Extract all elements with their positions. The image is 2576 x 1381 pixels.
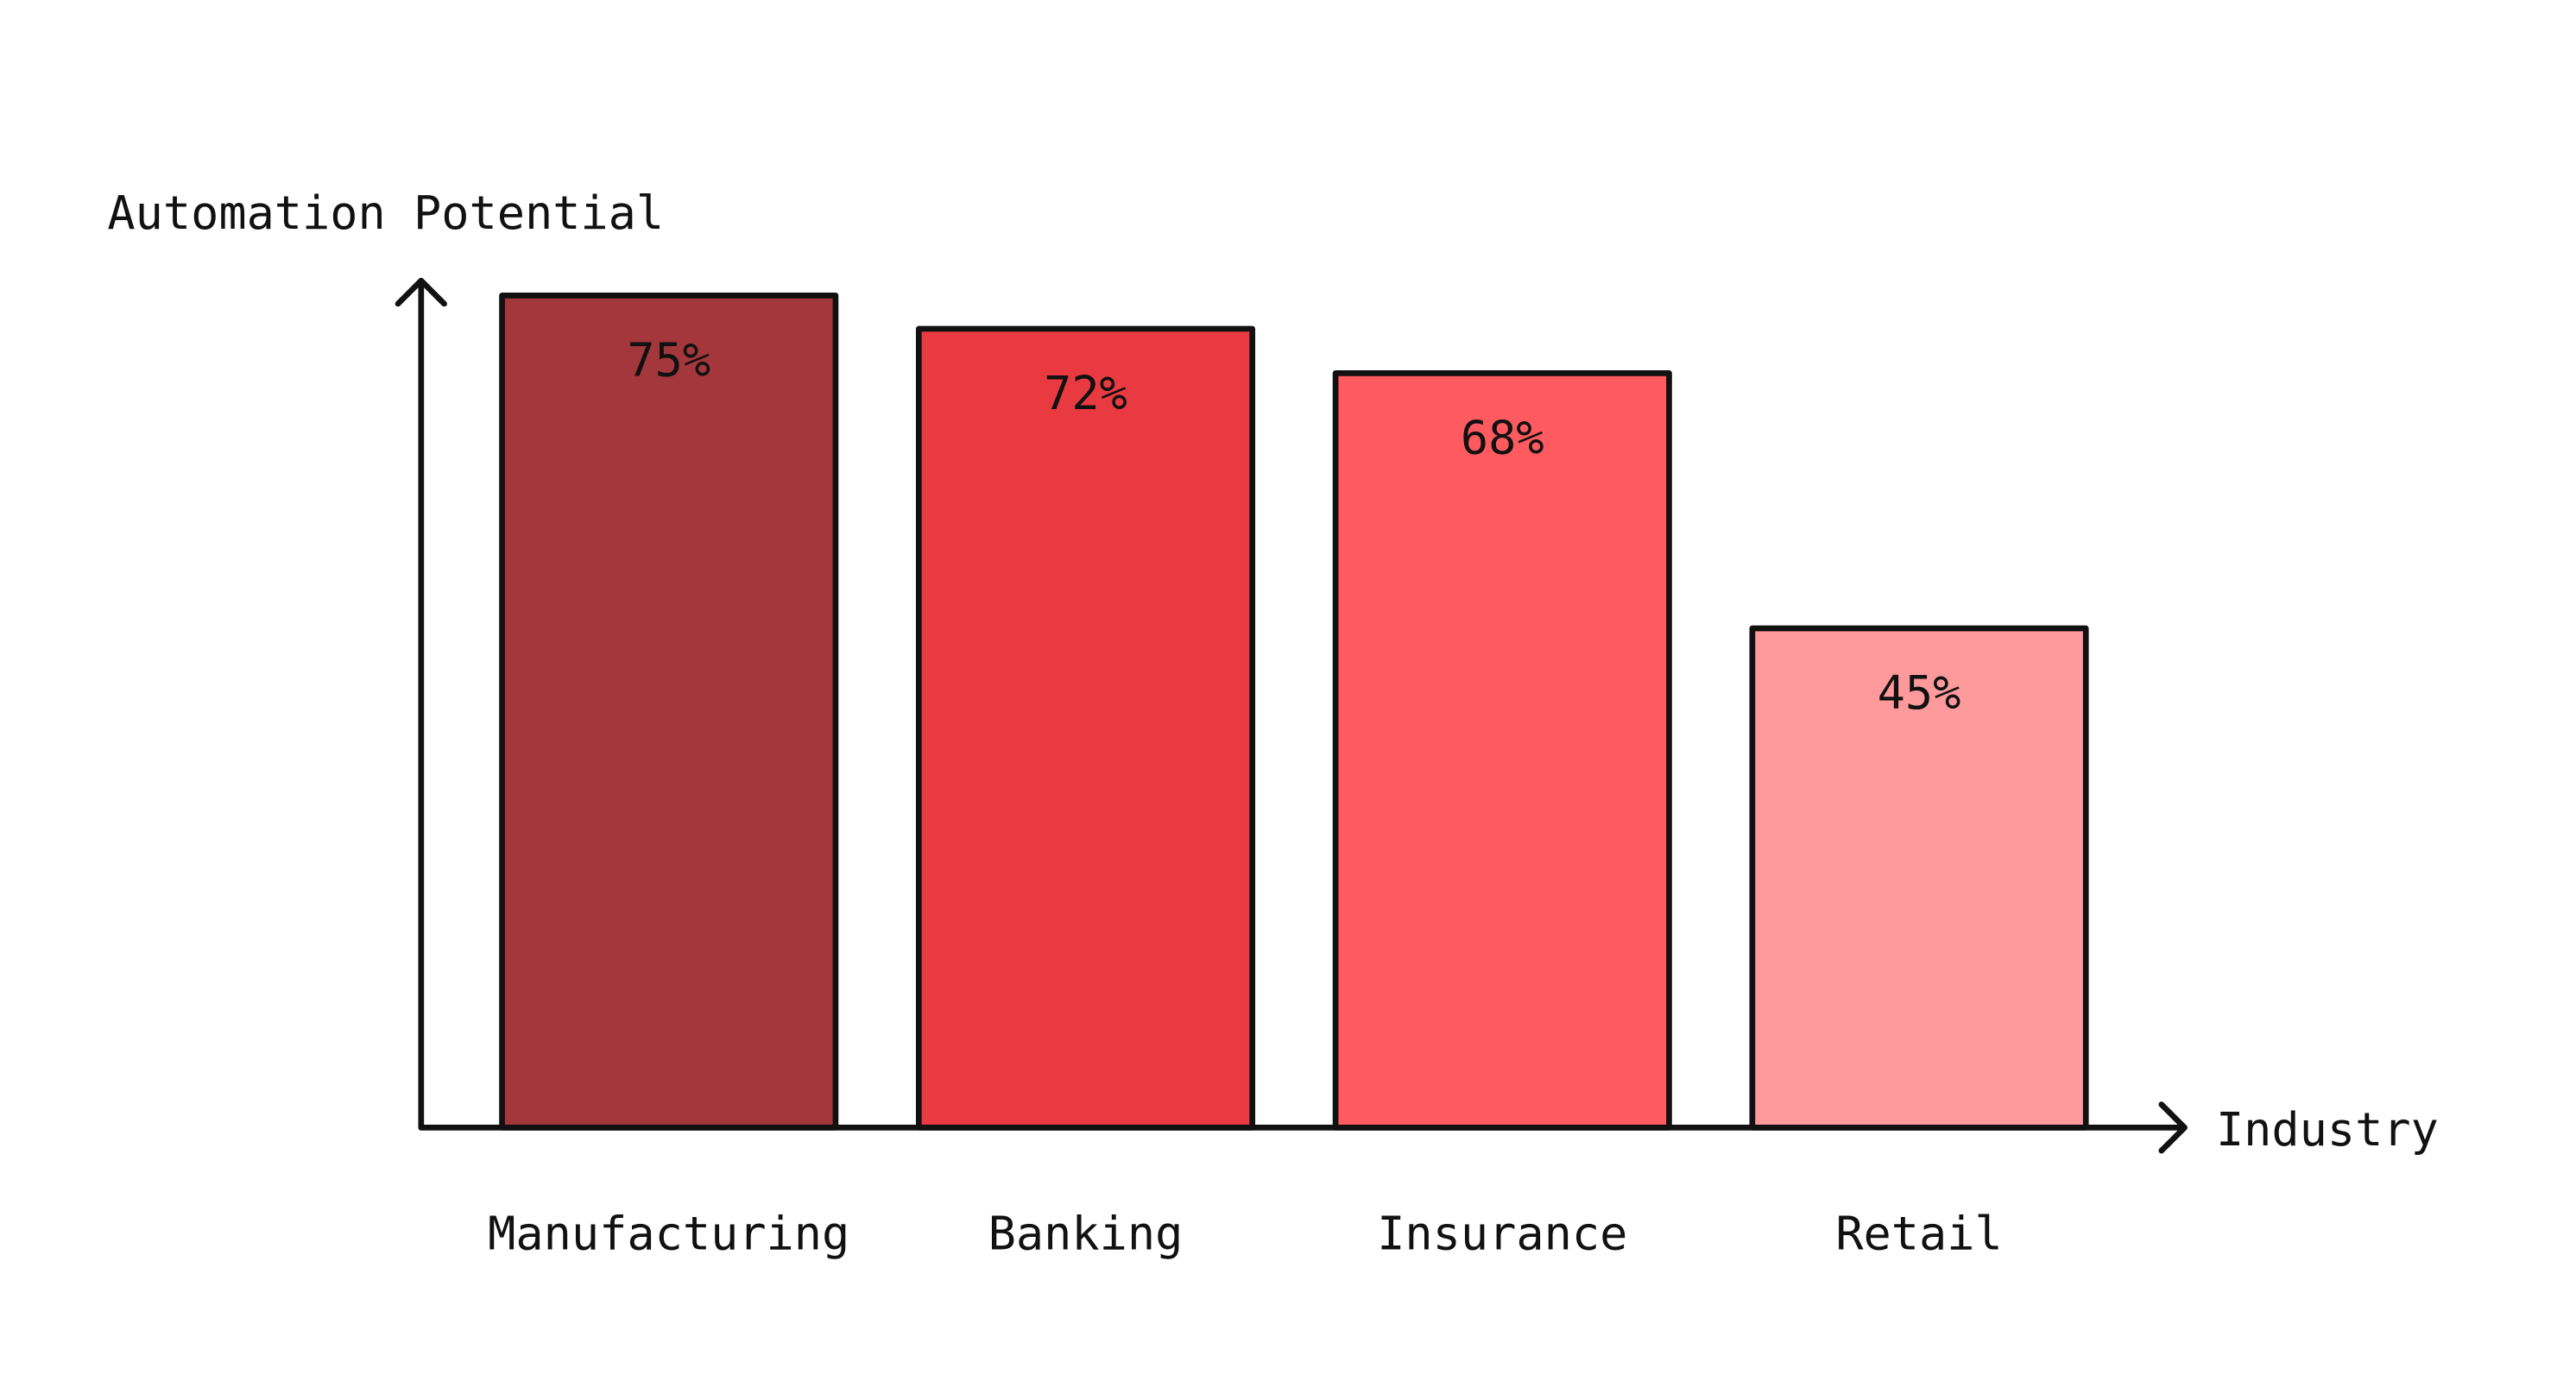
bar — [1332, 370, 1672, 1131]
x-tick-label: Insurance — [1377, 1206, 1627, 1260]
x-tick-label: Manufacturing — [488, 1206, 849, 1260]
value-label: 68% — [1461, 410, 1544, 464]
y-axis-label: Automation Potential — [107, 186, 664, 240]
value-label: 45% — [1878, 665, 1961, 720]
value-label: 72% — [1044, 366, 1127, 420]
x-axis — [418, 1101, 2188, 1154]
x-axis-label: Industry — [2216, 1102, 2439, 1157]
y-axis — [395, 277, 447, 1131]
x-tick-label: Banking — [988, 1206, 1184, 1260]
axes — [395, 277, 2188, 1154]
value-label: 75% — [627, 332, 710, 387]
x-tick-label: Retail — [1835, 1206, 2002, 1260]
bar — [499, 293, 839, 1131]
bar — [1749, 625, 2089, 1131]
bar — [915, 325, 1256, 1131]
